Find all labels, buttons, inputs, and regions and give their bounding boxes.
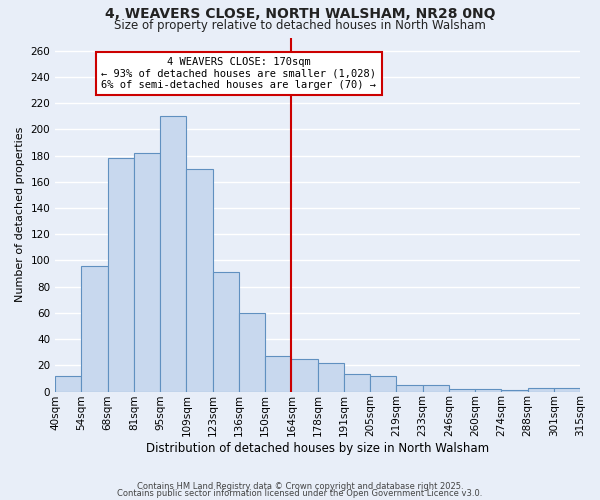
Bar	[527, 388, 554, 392]
Bar	[344, 374, 370, 392]
Bar	[265, 356, 292, 392]
Bar	[422, 385, 449, 392]
Bar	[317, 362, 344, 392]
Text: Contains public sector information licensed under the Open Government Licence v3: Contains public sector information licen…	[118, 488, 482, 498]
Text: 4, WEAVERS CLOSE, NORTH WALSHAM, NR28 0NQ: 4, WEAVERS CLOSE, NORTH WALSHAM, NR28 0N…	[105, 8, 495, 22]
Bar	[239, 313, 265, 392]
Bar	[82, 266, 107, 392]
Bar	[501, 390, 527, 392]
Bar	[55, 376, 82, 392]
X-axis label: Distribution of detached houses by size in North Walsham: Distribution of detached houses by size …	[146, 442, 489, 455]
Y-axis label: Number of detached properties: Number of detached properties	[15, 127, 25, 302]
Bar	[134, 153, 160, 392]
Bar	[160, 116, 187, 392]
Text: 4 WEAVERS CLOSE: 170sqm
← 93% of detached houses are smaller (1,028)
6% of semi-: 4 WEAVERS CLOSE: 170sqm ← 93% of detache…	[101, 57, 376, 90]
Text: Contains HM Land Registry data © Crown copyright and database right 2025.: Contains HM Land Registry data © Crown c…	[137, 482, 463, 491]
Bar	[212, 272, 239, 392]
Bar	[397, 385, 422, 392]
Bar	[292, 359, 317, 392]
Bar	[370, 376, 397, 392]
Text: Size of property relative to detached houses in North Walsham: Size of property relative to detached ho…	[114, 19, 486, 32]
Bar	[449, 389, 475, 392]
Bar	[475, 389, 501, 392]
Bar	[107, 158, 134, 392]
Bar	[187, 168, 212, 392]
Bar	[554, 388, 580, 392]
